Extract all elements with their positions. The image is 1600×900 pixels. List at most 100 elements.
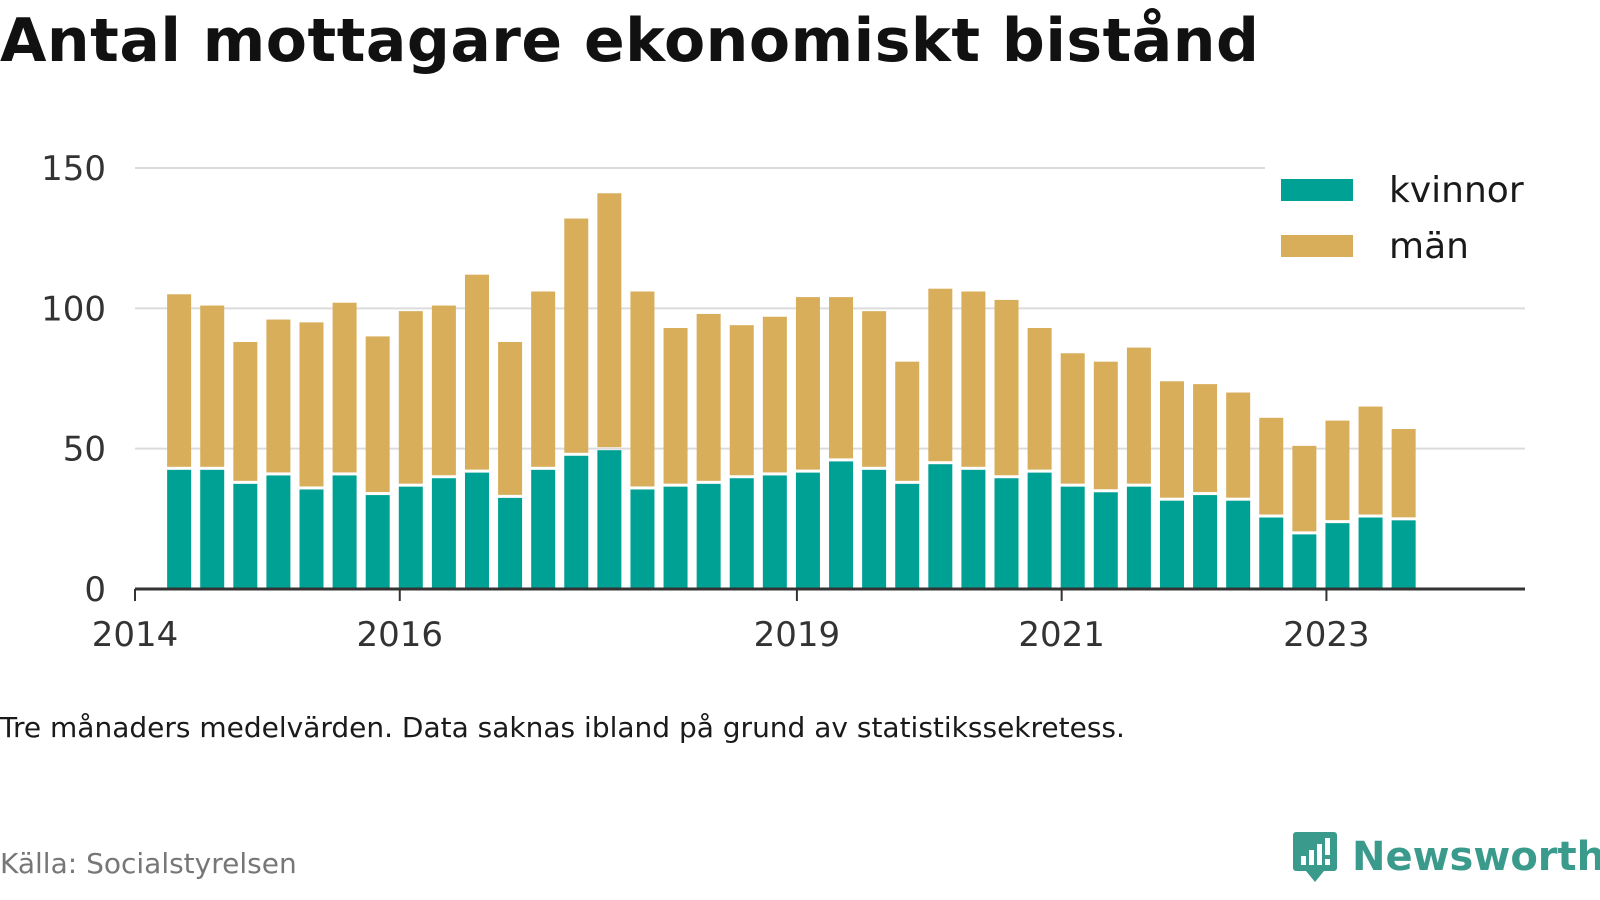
bar-kvinnor	[1093, 492, 1118, 589]
bar-kvinnor	[1292, 534, 1317, 589]
x-tick-label: 2021	[1018, 615, 1105, 655]
bar-kvinnor	[1259, 517, 1284, 589]
source-credit: Källa: Socialstyrelsen	[0, 847, 297, 880]
bar-kvinnor	[498, 497, 523, 589]
bar-kvinnor	[1193, 495, 1218, 589]
x-tick-label: 2014	[92, 615, 179, 655]
bar-man	[1027, 327, 1052, 470]
bar-kvinnor	[795, 472, 820, 589]
bar-man	[762, 316, 787, 473]
bar-man	[332, 302, 357, 473]
bar-man	[1259, 417, 1284, 515]
bar-kvinnor	[762, 475, 787, 589]
bar-kvinnor	[167, 469, 192, 589]
bar-kvinnor	[829, 461, 854, 589]
bar-kvinnor	[729, 478, 754, 589]
bar-kvinnor	[564, 455, 589, 589]
bar-kvinnor	[233, 483, 258, 589]
bar-man	[398, 311, 423, 484]
bar-man	[365, 336, 390, 493]
brand: Newsworthy	[1292, 830, 1600, 884]
bar-kvinnor	[1126, 486, 1151, 589]
bar-man	[1159, 381, 1184, 498]
bar-kvinnor	[696, 483, 721, 589]
legend-label-man: män	[1389, 225, 1469, 267]
bar-man	[1126, 347, 1151, 484]
bar-kvinnor	[630, 489, 655, 589]
bar-kvinnor	[464, 472, 489, 589]
chart-note: Tre månaders medelvärden. Data saknas ib…	[0, 711, 1125, 744]
chart-title: Antal mottagare ekonomiskt bistånd	[0, 6, 1260, 76]
bar-kvinnor	[928, 464, 953, 589]
bar-man	[1325, 420, 1350, 521]
bar-kvinnor	[862, 469, 887, 589]
y-tick-label: 100	[41, 289, 106, 329]
bar-kvinnor	[961, 469, 986, 589]
bar-man	[795, 297, 820, 470]
axes: 0 50 100 150 2014 2016 2019 2021 2023	[41, 149, 1525, 655]
bar-man	[1226, 392, 1251, 498]
bar-kvinnor	[266, 475, 291, 589]
bar-man	[1193, 384, 1218, 493]
bar-man	[961, 291, 986, 467]
bar-kvinnor	[994, 478, 1019, 589]
bar-man	[1093, 361, 1118, 490]
bar-man	[464, 274, 489, 470]
bar-man	[829, 297, 854, 459]
bar-man	[233, 342, 258, 481]
bars	[167, 193, 1416, 589]
bar-man	[200, 305, 225, 467]
bar-man	[895, 361, 920, 481]
bar-man	[564, 218, 589, 453]
bar-kvinnor	[398, 486, 423, 589]
legend-item-kvinnor: kvinnor	[1265, 162, 1525, 218]
bar-man	[299, 322, 324, 487]
newsworthy-logo-icon	[1293, 832, 1337, 882]
bar-man	[663, 327, 688, 484]
bar-kvinnor	[1159, 500, 1184, 589]
bar-man	[1358, 406, 1383, 515]
bar-kvinnor	[663, 486, 688, 589]
bar-man	[266, 319, 291, 473]
bar-man	[630, 291, 655, 487]
stacked-bar-chart: 0 50 100 150 2014 2016 2019 2021 2023	[41, 149, 1525, 655]
bar-man	[1060, 353, 1085, 484]
legend: kvinnor män	[1265, 162, 1525, 274]
legend-swatch-man	[1281, 235, 1353, 257]
x-tick-label: 2019	[754, 615, 841, 655]
y-tick-label: 50	[63, 430, 106, 470]
x-tick-label: 2016	[356, 615, 443, 655]
bar-man	[531, 291, 556, 467]
bar-kvinnor	[1391, 520, 1416, 589]
bar-man	[597, 193, 622, 448]
legend-item-man: män	[1265, 218, 1525, 274]
legend-label-kvinnor: kvinnor	[1389, 169, 1524, 211]
bar-man	[928, 288, 953, 462]
bar-kvinnor	[1226, 500, 1251, 589]
y-tick-label: 0	[84, 570, 106, 610]
bar-kvinnor	[1027, 472, 1052, 589]
bar-kvinnor	[431, 478, 456, 589]
bar-man	[1292, 445, 1317, 532]
bar-kvinnor	[299, 489, 324, 589]
bar-man	[729, 325, 754, 476]
bar-kvinnor	[1358, 517, 1383, 589]
bar-man	[696, 313, 721, 481]
bar-kvinnor	[332, 475, 357, 589]
x-tick-label: 2023	[1283, 615, 1370, 655]
bar-man	[431, 305, 456, 476]
bar-man	[167, 294, 192, 467]
bar-kvinnor	[531, 469, 556, 589]
bar-man	[498, 342, 523, 495]
bar-man	[994, 299, 1019, 476]
bar-man	[1391, 429, 1416, 518]
y-tick-label: 150	[41, 149, 106, 189]
bar-kvinnor	[365, 495, 390, 589]
bar-kvinnor	[597, 450, 622, 589]
bar-kvinnor	[895, 483, 920, 589]
bar-kvinnor	[1060, 486, 1085, 589]
legend-swatch-kvinnor	[1281, 179, 1353, 201]
bar-man	[862, 311, 887, 467]
bar-kvinnor	[200, 469, 225, 589]
brand-name: Newsworthy	[1352, 834, 1600, 880]
